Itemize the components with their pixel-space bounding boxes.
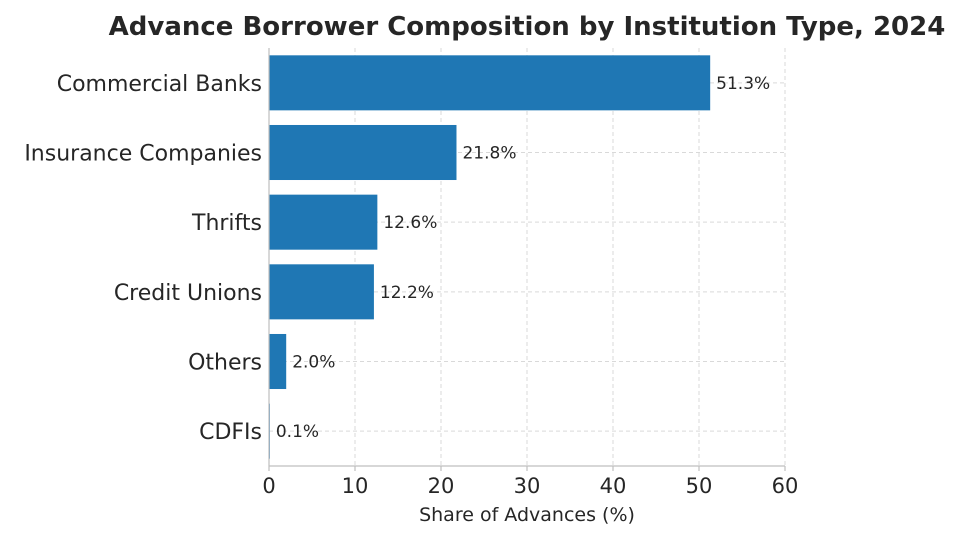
x-tick-label: 20 [428, 474, 455, 498]
category-label: Credit Unions [114, 281, 262, 306]
data-label: 21.8% [462, 144, 516, 164]
bar [269, 124, 457, 181]
data-label: 12.6% [383, 213, 437, 233]
x-tick-label: 0 [262, 474, 275, 498]
bar [269, 194, 378, 250]
data-label: 2.0% [292, 353, 335, 373]
category-label: Thrifts [191, 211, 262, 236]
category-label: Others [188, 351, 262, 376]
bar [269, 264, 374, 320]
category-label: CDFIs [199, 420, 262, 445]
data-label: 51.3% [716, 74, 770, 94]
data-label: 12.2% [380, 283, 434, 303]
x-axis-label: Share of Advances (%) [419, 504, 635, 526]
x-tick-label: 30 [514, 474, 541, 498]
labels-layer: 51.3% Commercial Banks 21.8% Insurance Comp… [24, 72, 770, 445]
x-tick-label: 10 [342, 474, 369, 498]
axis-layer: 0 10 20 30 40 50 60 [262, 48, 798, 498]
category-label: Commercial Banks [57, 72, 262, 97]
x-tick-label: 40 [600, 474, 627, 498]
category-label: Insurance Companies [24, 142, 262, 167]
data-label: 0.1% [276, 422, 319, 442]
grid-layer [268, 48, 786, 466]
bars-layer [269, 55, 711, 459]
bar [269, 55, 711, 111]
x-tick-label: 60 [772, 474, 799, 498]
x-tick-label: 50 [686, 474, 713, 498]
bar [269, 333, 287, 390]
chart-title: Advance Borrower Composition by Institut… [109, 12, 946, 42]
